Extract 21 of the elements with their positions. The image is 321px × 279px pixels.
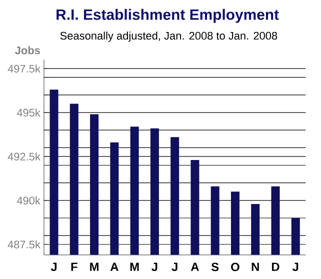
y-axis-title: Jobs — [15, 46, 40, 54]
y-tick-label: 492.5k — [8, 152, 40, 160]
x-tick-label: M — [90, 262, 98, 271]
y-tick-label: 490k — [16, 196, 40, 204]
y-tick-label: 487.5k — [8, 240, 40, 248]
x-tick-label: J — [50, 262, 57, 272]
x-tick-label: J — [172, 262, 178, 272]
y-tick-label: 497.5k — [8, 64, 40, 73]
x-tick-label: S — [211, 262, 219, 272]
x-tick-label: D — [272, 262, 280, 271]
y-tick-label: 495k — [16, 108, 40, 117]
x-tick-label: N — [252, 262, 259, 271]
x-tick-label: J — [292, 262, 298, 272]
chart-title: R.I. Establishment Employment — [56, 8, 279, 23]
x-tick-label: J — [152, 262, 158, 272]
x-tick-label: F — [71, 262, 78, 271]
x-tick-label: O — [231, 262, 240, 272]
x-tick-label: M — [130, 262, 139, 271]
chart-subtitle: Seasonally adjusted, Jan. 2008 to Jan. 2008 — [60, 32, 278, 42]
x-tick-label: A — [110, 262, 118, 271]
x-tick-label: A — [190, 262, 199, 271]
